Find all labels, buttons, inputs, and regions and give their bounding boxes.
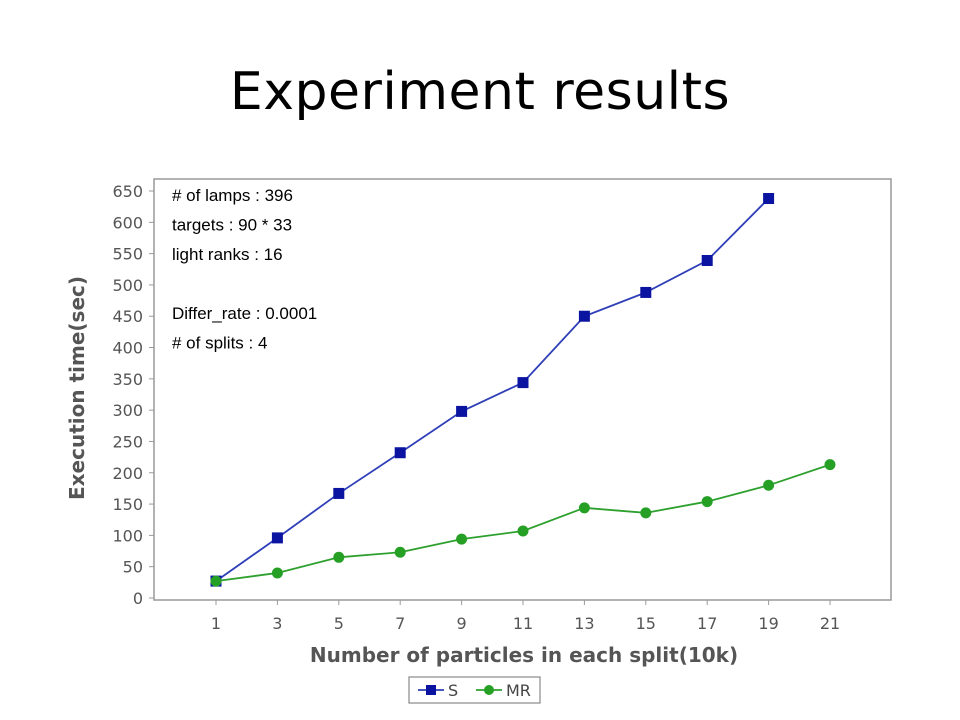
x-tick-label: 21 [820,614,840,633]
data-point-mr [701,496,713,508]
y-tick-label: 650 [112,182,143,201]
y-tick-label: 550 [112,245,143,264]
legend-label-mr: MR [506,681,531,700]
data-point-mr [394,546,406,558]
legend: S MR [408,676,541,704]
annotation-block: # of lamps : 396 targets : 90 * 33 light r… [172,186,317,353]
slide-title: Experiment results [229,62,731,122]
y-axis-title: Execution time(sec) [65,276,89,500]
x-tick-label: 15 [636,614,656,633]
data-point-mr [517,525,529,537]
x-tick-label: 1 [211,614,221,633]
data-point-mr [333,551,345,563]
annotation-line: targets : 90 * 33 [172,216,292,235]
data-point-s [333,487,345,499]
y-tick-label: 250 [112,432,143,451]
data-point-s [271,532,283,544]
y-axis-ticks: 0 50 100 150 200 250 300 350 400 450 500 550 600 650 [112,182,154,608]
x-tick-label: 19 [758,614,778,633]
series-layer [210,193,836,587]
y-tick-label: 600 [112,213,143,232]
data-point-mr [640,507,652,519]
x-tick-label: 3 [272,614,282,633]
x-axis-title: Number of particles in each split(10k) [310,643,738,667]
data-point-s [578,310,590,322]
series-s [210,193,775,587]
y-tick-label: 500 [112,276,143,295]
data-point-mr [456,533,468,545]
legend-marker-s [426,685,436,695]
x-tick-label: 11 [513,614,533,633]
data-point-mr [578,502,590,514]
series-mr [210,459,836,587]
legend-label-s: S [448,681,458,700]
plot-frame [153,178,892,601]
data-point-s [640,286,652,298]
data-point-mr [763,479,775,491]
data-point-s [394,447,406,459]
annotation-line: # of splits : 4 [172,334,267,353]
y-tick-label: 0 [133,589,143,608]
y-tick-label: 50 [123,558,143,577]
x-tick-label: 5 [334,614,344,633]
x-axis-ticks: 1 3 5 7 9 11 13 15 17 19 21 [211,600,840,633]
y-tick-label: 450 [112,307,143,326]
y-tick-label: 350 [112,370,143,389]
data-point-s [701,255,713,267]
y-tick-label: 200 [112,464,143,483]
x-tick-label: 13 [574,614,594,633]
data-point-s [517,377,529,389]
x-tick-label: 7 [395,614,405,633]
y-tick-label: 100 [112,526,143,545]
data-point-mr [210,575,222,587]
annotation-line: # of lamps : 396 [172,186,293,205]
x-tick-label: 17 [697,614,717,633]
legend-marker-mr [484,685,494,695]
annotation-line: Differ_rate : 0.0001 [172,304,317,323]
data-point-mr [824,459,836,471]
data-point-mr [271,567,283,579]
data-point-s [456,405,468,417]
y-tick-label: 400 [112,339,143,358]
x-tick-label: 9 [457,614,467,633]
annotation-line: light ranks : 16 [172,245,283,264]
y-tick-label: 150 [112,495,143,514]
series-line-s [215,197,770,582]
data-point-s [763,193,775,205]
y-tick-label: 300 [112,401,143,420]
